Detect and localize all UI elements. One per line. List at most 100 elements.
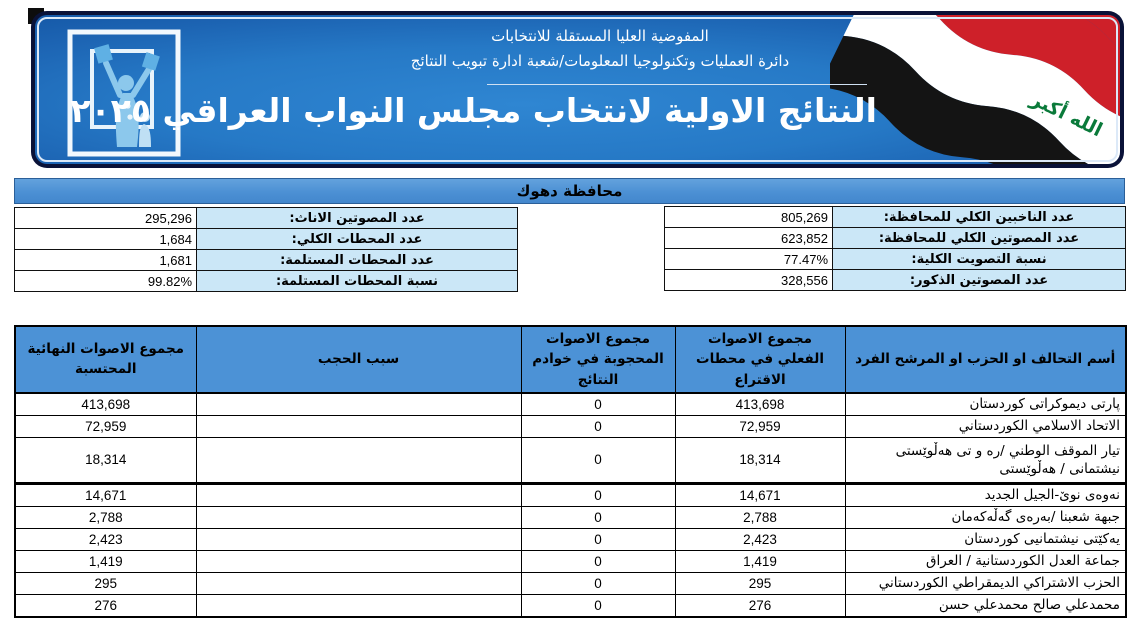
stat-row: نسبة التصويت الكلية: 77.47% xyxy=(664,248,1126,270)
actual-votes: 2,788 xyxy=(674,505,846,529)
actual-votes: 2,423 xyxy=(674,527,846,551)
stat-label: عدد المصوتين الذكور: xyxy=(832,269,1126,291)
withheld-votes: 0 xyxy=(520,593,676,618)
results-table-section: أسم التحالف او الحزب او المرشح الفرد مجم… xyxy=(14,325,1127,618)
table-row: پارتی دیموکراتی کوردستان 413,698 0 413,6… xyxy=(14,392,1127,416)
withheld-votes: 0 xyxy=(520,505,676,529)
header-banner: الله أكبر المفوضية العليا المستقلة لل xyxy=(28,8,1124,168)
stat-row: عدد المصوتين الذكور: 328,556 xyxy=(664,269,1126,291)
stat-row: عدد المصوتين الاناث: 295,296 xyxy=(14,207,518,229)
table-row: الحزب الاشتراكي الديمقراطي الكوردستاني 2… xyxy=(14,571,1127,595)
results-header-row: أسم التحالف او الحزب او المرشح الفرد مجم… xyxy=(14,325,1127,394)
iraq-flag-icon: الله أكبر xyxy=(830,15,1120,164)
withhold-reason xyxy=(195,505,522,529)
party-name: تيار الموقف الوطني /ره و تی هەڵوێستی نیش… xyxy=(844,436,1127,485)
actual-votes: 295 xyxy=(674,571,846,595)
withhold-reason xyxy=(195,593,522,618)
final-votes: 413,698 xyxy=(14,392,197,416)
table-row: نەوەی نوێ-الجيل الجديد 14,671 0 14,671 xyxy=(14,482,1127,507)
final-votes: 2,423 xyxy=(14,527,197,551)
withheld-votes: 0 xyxy=(520,414,676,438)
withheld-votes: 0 xyxy=(520,527,676,551)
stat-value: 328,556 xyxy=(664,269,833,291)
stat-row: عدد الناخبين الكلي للمحافظة: 805,269 xyxy=(664,206,1126,228)
withheld-votes: 0 xyxy=(520,436,676,485)
stat-value: 99.82% xyxy=(14,270,197,292)
withhold-reason xyxy=(195,436,522,485)
province-stats-right: عدد الناخبين الكلي للمحافظة: 805,269 عدد… xyxy=(664,206,1126,291)
party-name: پارتی دیموکراتی کوردستان xyxy=(844,392,1127,416)
party-name: یەکێتی نیشتمانیی کوردستان xyxy=(844,527,1127,551)
ihec-logo-icon xyxy=(67,29,181,157)
stat-value: 1,681 xyxy=(14,249,197,271)
stat-row: نسبة المحطات المستلمة: 99.82% xyxy=(14,270,518,292)
report-title: النتائج الاولية لانتخاب مجلس النواب العر… xyxy=(70,91,877,130)
withheld-votes: 0 xyxy=(520,549,676,573)
stat-row: عدد المحطات الكلي: 1,684 xyxy=(14,228,518,250)
results-table: أسم التحالف او الحزب او المرشح الفرد مجم… xyxy=(14,325,1127,618)
stat-value: 623,852 xyxy=(664,227,833,249)
withheld-votes: 0 xyxy=(520,392,676,416)
table-row: یەکێتی نیشتمانیی کوردستان 2,423 0 2,423 xyxy=(14,527,1127,551)
withhold-reason xyxy=(195,527,522,551)
stat-label: عدد المحطات الكلي: xyxy=(196,228,518,250)
final-votes: 295 xyxy=(14,571,197,595)
province-title-bar: محافظة دهوك xyxy=(14,178,1125,204)
stat-value: 1,684 xyxy=(14,228,197,250)
actual-votes: 18,314 xyxy=(674,436,846,485)
stat-label: عدد المصوتين الاناث: xyxy=(196,207,518,229)
column-header-withhold-reason: سبب الحجب xyxy=(195,325,522,394)
stat-label: نسبة التصويت الكلية: xyxy=(832,248,1126,270)
party-name: جماعة العدل الكوردستانية / العراق xyxy=(844,549,1127,573)
final-votes: 2,788 xyxy=(14,505,197,529)
department-name: دائرة العمليات وتكنولوجيا المعلومات/شعبة… xyxy=(410,52,790,70)
voter-figure-icon xyxy=(94,44,160,147)
actual-votes: 14,671 xyxy=(674,482,846,507)
table-row: تيار الموقف الوطني /ره و تی هەڵوێستی نیش… xyxy=(14,436,1127,485)
stat-label: نسبة المحطات المستلمة: xyxy=(196,270,518,292)
actual-votes: 413,698 xyxy=(674,392,846,416)
stat-row: عدد المصوتين الكلي للمحافظة: 623,852 xyxy=(664,227,1126,249)
party-name: محمدعلي صالح محمدعلي حسن xyxy=(844,593,1127,618)
stat-label: عدد المحطات المستلمة: xyxy=(196,249,518,271)
column-header-party: أسم التحالف او الحزب او المرشح الفرد xyxy=(844,325,1127,394)
final-votes: 72,959 xyxy=(14,414,197,438)
header-banner-body: الله أكبر المفوضية العليا المستقلة لل xyxy=(35,15,1120,164)
table-row: جبهة شعبنا /بەرەی گەڵەکەمان 2,788 0 2,78… xyxy=(14,505,1127,529)
final-votes: 18,314 xyxy=(14,436,197,485)
table-row: جماعة العدل الكوردستانية / العراق 1,419 … xyxy=(14,549,1127,573)
actual-votes: 1,419 xyxy=(674,549,846,573)
final-votes: 1,419 xyxy=(14,549,197,573)
column-header-withheld-votes: مجموع الاصوات المحجوبة في خوادم النتائج xyxy=(520,325,676,394)
table-row: الاتحاد الاسلامي الكوردستاني 72,959 0 72… xyxy=(14,414,1127,438)
stat-value: 77.47% xyxy=(664,248,833,270)
withhold-reason xyxy=(195,414,522,438)
actual-votes: 72,959 xyxy=(674,414,846,438)
withheld-votes: 0 xyxy=(520,482,676,507)
final-votes: 14,671 xyxy=(14,482,197,507)
withhold-reason xyxy=(195,571,522,595)
party-name: نەوەی نوێ-الجيل الجديد xyxy=(844,482,1127,507)
stat-label: عدد الناخبين الكلي للمحافظة: xyxy=(832,206,1126,228)
province-stats-left: عدد المصوتين الاناث: 295,296 عدد المحطات… xyxy=(14,207,518,292)
stat-label: عدد المصوتين الكلي للمحافظة: xyxy=(832,227,1126,249)
commission-name: المفوضية العليا المستقلة للانتخابات xyxy=(491,27,709,45)
column-header-final-votes: مجموع الاصوات النهائية المحتسبة xyxy=(14,325,197,394)
actual-votes: 276 xyxy=(674,593,846,618)
final-votes: 276 xyxy=(14,593,197,618)
party-name: الحزب الاشتراكي الديمقراطي الكوردستاني xyxy=(844,571,1127,595)
withhold-reason xyxy=(195,392,522,416)
stat-row: عدد المحطات المستلمة: 1,681 xyxy=(14,249,518,271)
withheld-votes: 0 xyxy=(520,571,676,595)
party-name: جبهة شعبنا /بەرەی گەڵەکەمان xyxy=(844,505,1127,529)
withhold-reason xyxy=(195,482,522,507)
banner-divider xyxy=(487,84,867,85)
stat-value: 805,269 xyxy=(664,206,833,228)
party-name: الاتحاد الاسلامي الكوردستاني xyxy=(844,414,1127,438)
table-row: محمدعلي صالح محمدعلي حسن 276 0 276 xyxy=(14,593,1127,618)
column-header-actual-votes: مجموع الاصوات الفعلي في محطات الاقتراع xyxy=(674,325,846,394)
withhold-reason xyxy=(195,549,522,573)
banner-text-block: المفوضية العليا المستقلة للانتخابات دائر… xyxy=(70,25,895,133)
stat-value: 295,296 xyxy=(14,207,197,229)
